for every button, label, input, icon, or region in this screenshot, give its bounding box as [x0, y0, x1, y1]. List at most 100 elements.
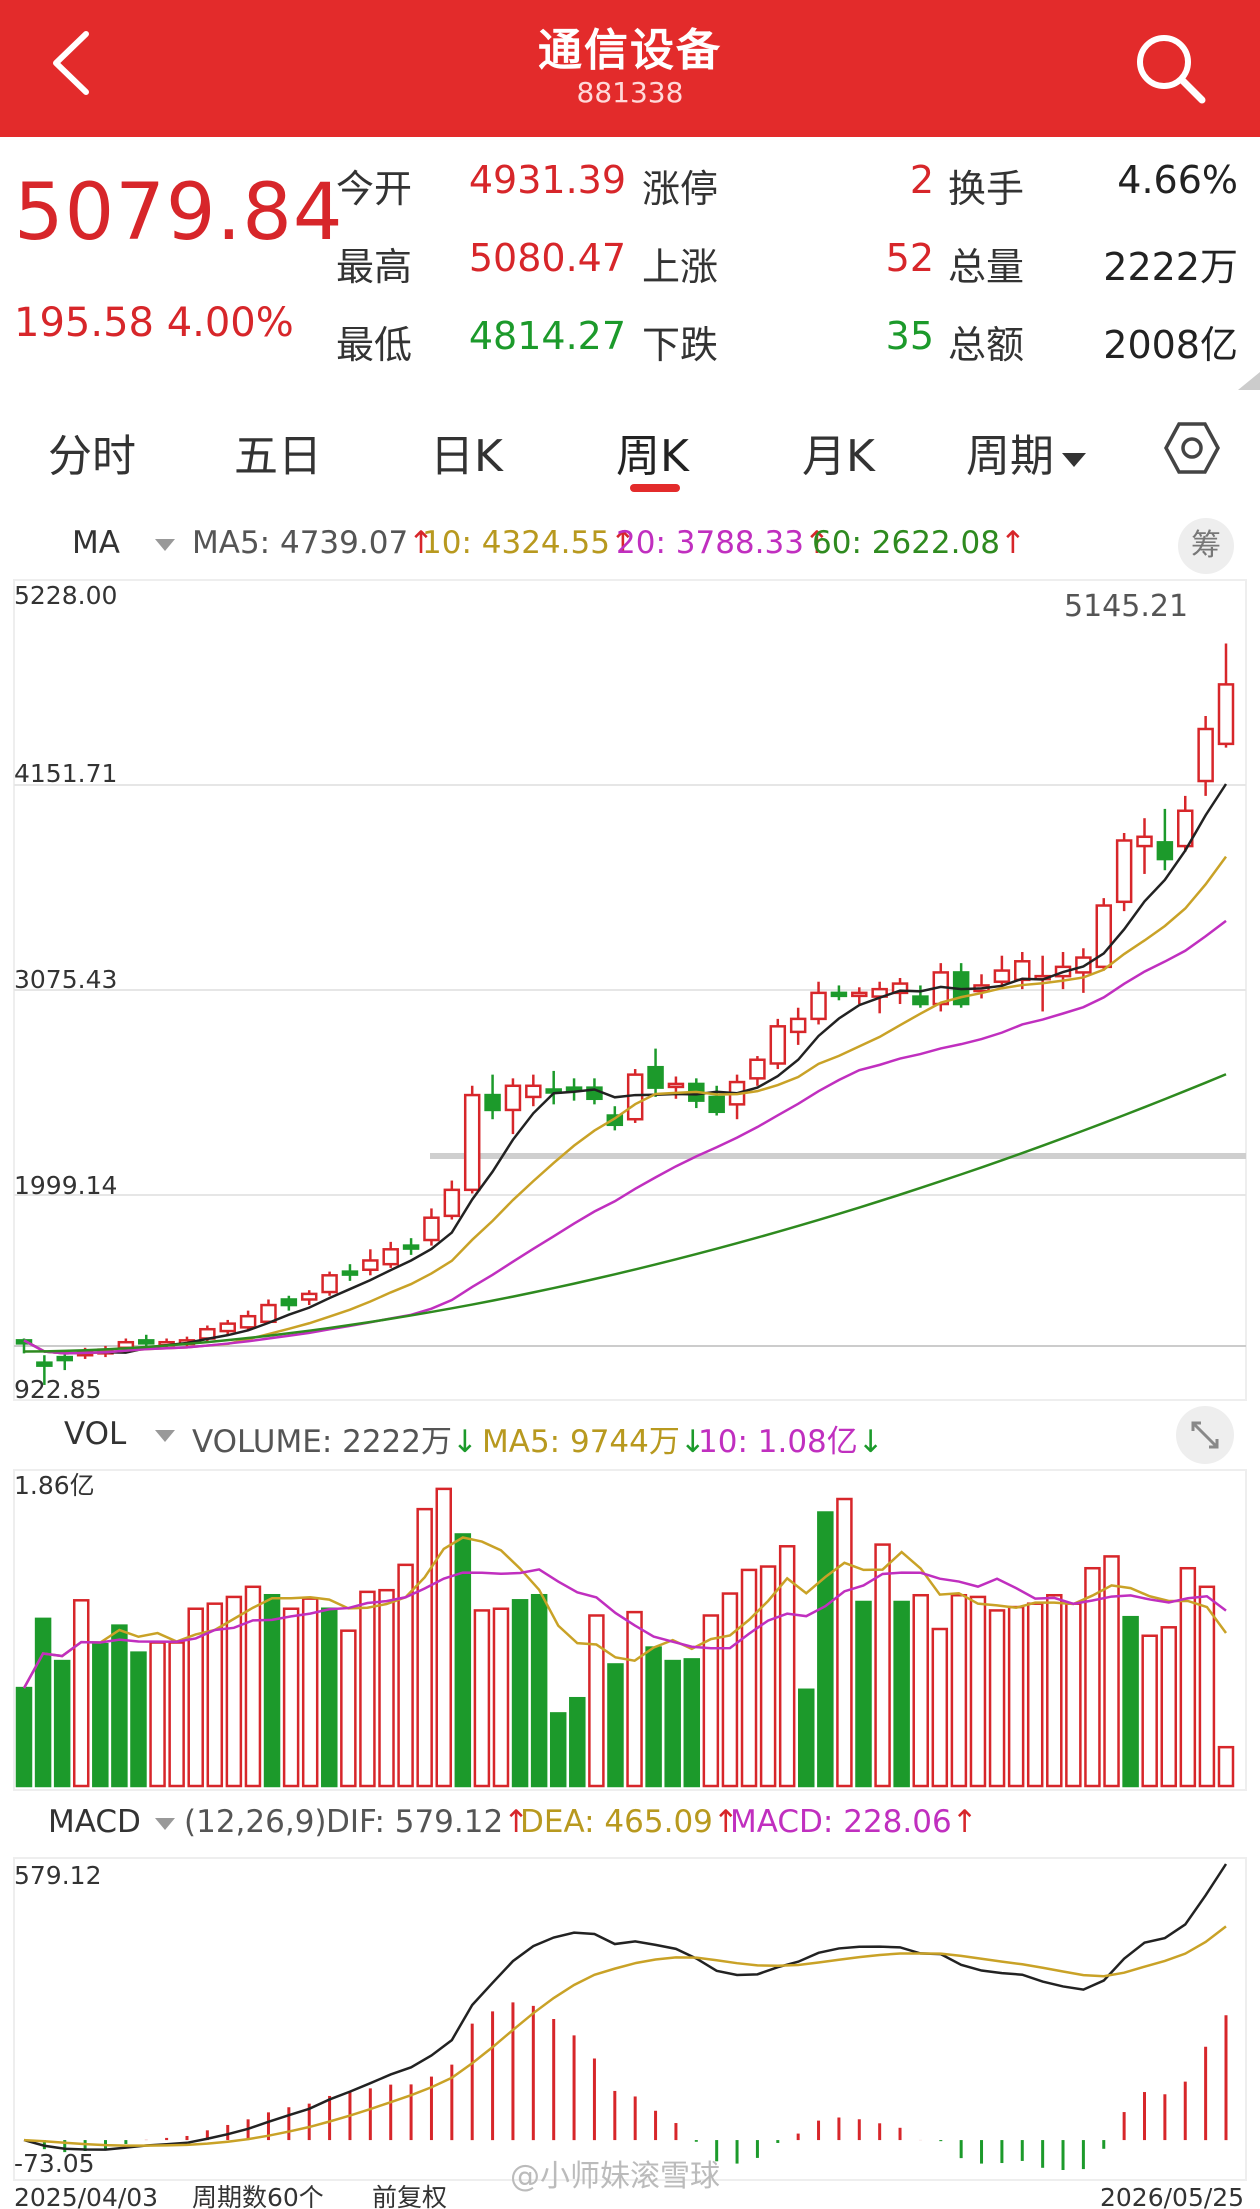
volume-bar	[321, 1607, 338, 1788]
ma5-line	[23, 783, 1228, 1355]
ma60-value: 60: 2622.08	[812, 525, 1000, 561]
volume-bar	[683, 1658, 701, 1788]
volume-layer	[15, 1487, 1235, 1788]
tab-daily-k[interactable]: 日K	[430, 431, 503, 482]
ma20-value: 20: 3788.33	[616, 525, 804, 561]
volume-bar	[1007, 1605, 1025, 1788]
tab-monthly-k[interactable]: 月K	[802, 431, 875, 482]
volume-bar	[759, 1565, 777, 1788]
adjust-mode: 前复权	[372, 2183, 447, 2209]
change-value: 195.58	[14, 300, 154, 346]
candle-body	[321, 1274, 338, 1294]
volume-bar	[34, 1617, 52, 1788]
volume-bar	[282, 1607, 300, 1788]
panel-frame	[13, 1857, 1247, 2181]
volume-bar	[1065, 1602, 1082, 1788]
stat-label: 总额	[948, 323, 1025, 367]
end-date: 2026/05/25	[1100, 2183, 1244, 2209]
ma-label[interactable]: MA	[72, 525, 120, 561]
volume-bar	[1217, 1745, 1235, 1788]
volume-bar	[72, 1599, 90, 1788]
macd-readout: MACD: 228.06↑	[730, 1804, 978, 1840]
tab-five-day[interactable]: 五日	[234, 431, 322, 482]
volume-bar	[511, 1599, 529, 1788]
expand-arrows-icon	[1191, 1421, 1219, 1449]
candle-body	[1095, 904, 1113, 969]
volume-bar	[607, 1663, 624, 1788]
hexagon-settings-icon[interactable]	[1164, 420, 1220, 476]
triangle-down-icon[interactable]	[154, 538, 176, 552]
candle-body	[749, 1058, 766, 1080]
expand-icon[interactable]	[1176, 1406, 1234, 1464]
volume-bar	[111, 1624, 128, 1788]
candle-body	[851, 991, 868, 998]
down-arrow-icon: ↓	[452, 1424, 478, 1460]
vol-ma10-readout: 10: 1.08亿↓	[698, 1416, 884, 1461]
vol-ma5-readout: MA5: 9744万↓	[482, 1416, 706, 1461]
volume-bar	[1198, 1585, 1216, 1788]
volume-bar	[378, 1588, 395, 1788]
search-icon[interactable]	[1130, 28, 1210, 108]
dea-value: DEA: 465.09	[520, 1804, 713, 1840]
triangle-down-icon[interactable]	[154, 1817, 176, 1831]
candle-body	[1014, 960, 1031, 982]
volume-bar	[340, 1629, 357, 1788]
macd-layer	[23, 1863, 1228, 2170]
volume-bar	[1141, 1634, 1158, 1788]
stat-label: 今开	[336, 167, 413, 211]
candle-body	[667, 1082, 685, 1089]
volume-bar	[1160, 1626, 1178, 1788]
volume-bar	[244, 1585, 262, 1788]
stat-label: 下跌	[642, 323, 719, 367]
volume-bar	[893, 1600, 910, 1788]
dif-value: DIF: 579.12	[326, 1804, 504, 1840]
up-arrow-icon: ↑	[408, 525, 435, 561]
volume-bar	[149, 1641, 166, 1788]
stat-value: 4.66%	[1117, 158, 1238, 202]
ma5-value: MA5: 4739.07	[192, 525, 409, 561]
volume-bar	[836, 1497, 853, 1788]
up-arrow-icon: ↑	[712, 1804, 739, 1840]
candles-layer	[15, 643, 1235, 1385]
stat-value: 2	[909, 158, 934, 202]
volume-bar	[1103, 1555, 1120, 1788]
candle-body	[56, 1355, 73, 1362]
volume-bar	[130, 1651, 147, 1788]
up-arrow-icon: ↑	[803, 525, 830, 561]
vol-label[interactable]: VOL	[64, 1416, 127, 1452]
back-arrow-icon[interactable]	[48, 28, 108, 98]
stat-value: 52	[885, 236, 934, 280]
candle-body	[484, 1093, 501, 1112]
macd-params: (12,26,9)	[184, 1804, 327, 1840]
tab-intraday[interactable]: 分时	[48, 431, 136, 482]
stat-value: 35	[885, 314, 934, 358]
candle-body	[463, 1093, 481, 1192]
candle-body	[1217, 683, 1235, 746]
candle-body	[626, 1073, 644, 1121]
tab-period[interactable]: 周期	[966, 420, 1088, 484]
volume-bar	[626, 1610, 643, 1788]
axis-labels-layer: 5228.00 4151.71 3075.43 1999.14 922.85 5…	[14, 581, 1244, 2209]
stat-label: 总量	[948, 245, 1025, 289]
ma5-readout: MA5: 4739.07↑	[192, 525, 434, 561]
volume-bar	[549, 1712, 567, 1788]
volume-bar	[950, 1593, 968, 1788]
candle-body	[137, 1339, 155, 1345]
ma20-readout: 20: 3788.33↑	[616, 525, 830, 561]
price-axis-label: 5228.00	[14, 581, 117, 610]
triangle-down-icon[interactable]	[154, 1429, 176, 1443]
volume-bar	[645, 1646, 662, 1788]
candle-body	[504, 1084, 522, 1112]
volume-bar	[1122, 1615, 1139, 1788]
dea-line	[23, 1925, 1227, 2147]
volume-bar	[855, 1600, 872, 1788]
ma-lines-layer	[23, 783, 1228, 1355]
volume-bar	[168, 1641, 185, 1788]
up-arrow-icon: ↑	[999, 525, 1026, 561]
chip-icon[interactable]: 筹	[1178, 518, 1234, 574]
vol-ma10-value: 10: 1.08亿	[698, 1424, 858, 1460]
volume-bar	[416, 1507, 433, 1788]
tab-weekly-k[interactable]: 周K	[616, 431, 689, 482]
macd-label[interactable]: MACD	[48, 1804, 141, 1840]
